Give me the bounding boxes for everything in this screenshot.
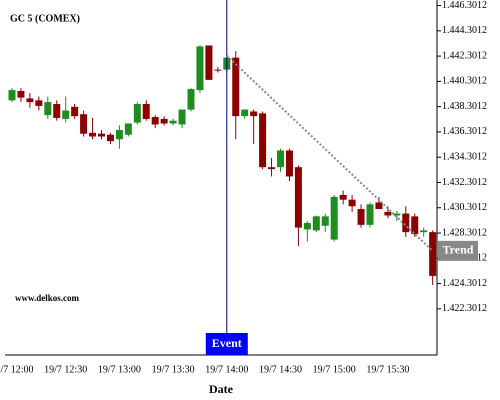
candle-body — [330, 196, 338, 240]
candle-body — [196, 46, 204, 91]
x-tick-label: 19/7 14:30 — [259, 364, 302, 375]
x-tick-label: 19/7 12:00 — [0, 364, 34, 375]
x-tick-label: 19/7 15:30 — [366, 364, 409, 375]
candle-body — [375, 202, 383, 210]
candle-body — [62, 110, 70, 119]
candle-body — [115, 130, 123, 140]
candle-body — [35, 100, 43, 106]
candle-body — [393, 213, 401, 216]
y-tick-label: 1.442.3012 — [442, 50, 487, 61]
candle-body — [71, 106, 79, 117]
candle-body — [160, 118, 168, 124]
candle-body — [348, 199, 356, 207]
candle-body — [285, 150, 293, 177]
y-tick-label: 1.440.3012 — [442, 76, 487, 87]
y-tick-label: 1.428.3012 — [442, 227, 487, 238]
candle-body — [214, 69, 222, 71]
candle-body — [187, 89, 195, 110]
y-tick-label: 1.424.3012 — [442, 278, 487, 289]
trend-line — [226, 55, 434, 252]
x-tick-label: 19/7 12:30 — [44, 364, 87, 375]
candle-body — [89, 132, 97, 137]
candle-body — [429, 232, 437, 276]
candle-body — [294, 167, 302, 228]
trend-box — [438, 240, 478, 261]
x-tick-label: 19/7 15:00 — [313, 364, 356, 375]
y-tick-label: 1.438.3012 — [442, 101, 487, 112]
y-tick-label: 1.432.3012 — [442, 177, 487, 188]
candle-body — [53, 104, 61, 118]
candle-body — [178, 109, 186, 125]
candle-body — [303, 222, 311, 230]
candle-body — [151, 117, 159, 125]
candle-body — [402, 213, 410, 233]
trend-label: Trend — [443, 243, 474, 257]
x-tick-label: 19/7 13:30 — [152, 364, 195, 375]
y-tick-label: 1.430.3012 — [442, 202, 487, 213]
x-tick-label: 19/7 14:00 — [205, 364, 248, 375]
y-tick-label: 1.446.3012 — [442, 0, 487, 11]
candle-body — [80, 114, 88, 134]
candle-body — [312, 216, 320, 231]
candle-body — [321, 216, 329, 226]
y-tick-label: 1.422.3012 — [442, 303, 487, 314]
candle-body — [169, 120, 177, 124]
chart-title: GC 5 (COMEX) — [10, 13, 80, 24]
event-box — [205, 333, 248, 355]
candle-body — [205, 45, 213, 80]
candle-body — [411, 216, 419, 235]
event-label: Event — [212, 336, 242, 350]
candle-body — [44, 102, 52, 116]
candle-body — [106, 134, 114, 142]
candle-body — [259, 113, 267, 168]
candle-body — [339, 195, 347, 200]
x-tick-label: 19/7 13:00 — [98, 364, 141, 375]
candle-body — [250, 111, 258, 117]
y-tick-label: 1.436.3012 — [442, 126, 487, 137]
candle-body — [8, 90, 16, 101]
y-tick-label: 1.444.3012 — [442, 25, 487, 36]
x-axis-title: Date — [209, 382, 234, 396]
y-tick-label: 1.434.3012 — [442, 151, 487, 162]
candle-body — [133, 104, 141, 123]
candle-body — [420, 230, 428, 233]
candle-body — [26, 98, 34, 103]
candle-body — [17, 90, 25, 98]
candle-body — [268, 167, 276, 170]
candle-body — [366, 204, 374, 225]
candle-body — [124, 123, 132, 135]
watermark: www.delkos.com — [15, 293, 80, 303]
candle-body — [232, 57, 240, 117]
candle-body — [357, 209, 365, 225]
candle-body — [241, 109, 249, 117]
candle-body — [384, 211, 392, 216]
candle-body — [98, 133, 105, 137]
candle-body — [142, 104, 150, 119]
candle-body — [277, 150, 284, 168]
